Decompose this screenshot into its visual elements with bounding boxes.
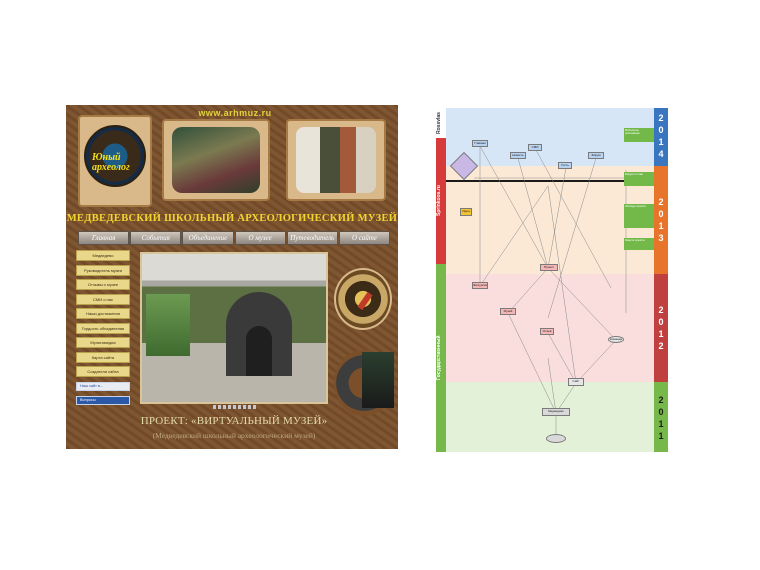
- cave-arch-image: [226, 292, 292, 376]
- project-block: ПРОЕКТ: «ВИРТУАЛЬНЫЙ МУЗЕЙ» (Медведевски…: [140, 415, 328, 440]
- project-title: ПРОЕКТ: «ВИРТУАЛЬНЫЙ МУЗЕЙ»: [140, 415, 328, 427]
- node-news: Новость: [510, 152, 526, 159]
- sidebar-social-1[interactable]: Наш сайт в...: [76, 382, 130, 391]
- sidebar-social-2[interactable]: Вопросы: [76, 396, 130, 405]
- node-end: [546, 434, 566, 443]
- compass-icon: [334, 268, 392, 330]
- node-project: Проект: [540, 264, 558, 271]
- logo-line-2: археолог: [92, 162, 130, 173]
- sidebar-item-achievements[interactable]: Наши достижения: [76, 308, 130, 319]
- node-idea: Идея: [460, 208, 472, 216]
- sidebar-item-director[interactable]: Руководитель музея: [76, 264, 130, 276]
- logo-frame: Юный археолог: [78, 115, 152, 207]
- nav-about-museum[interactable]: О музее: [234, 231, 286, 245]
- nav-events[interactable]: События: [130, 231, 182, 245]
- node-site: Сайт: [568, 378, 584, 386]
- band-2014: [446, 108, 654, 166]
- sidebar-item-pride[interactable]: Гордость объединения: [76, 322, 130, 334]
- site-url: www.arhmuz.ru: [198, 108, 272, 118]
- diagram-connectors: [474, 145, 627, 436]
- node-review: Отзыв: [540, 328, 554, 335]
- note-mobile: Мобильное приложение: [624, 128, 654, 142]
- main-nav: Главная События Объединение О музее Путе…: [78, 231, 391, 245]
- header-photo-2: [286, 119, 386, 201]
- project-subtitle: (Медведевский школьный археологический м…: [152, 431, 316, 440]
- node-medvedevo: Медведево: [542, 408, 570, 416]
- node-museum: Музей: [500, 308, 516, 315]
- mural-image: [146, 294, 190, 356]
- node-team: Команда: [608, 336, 624, 343]
- logo-icon: [84, 125, 146, 187]
- node-guest: Гость: [558, 162, 572, 169]
- logo-line-1: Юный: [92, 152, 121, 163]
- divider-line: [446, 180, 654, 182]
- sidebar-item-sitemap[interactable]: Карта сайта: [76, 351, 130, 363]
- logo-text: Юный археолог: [92, 153, 130, 173]
- nav-home[interactable]: Главная: [78, 231, 130, 245]
- sidebar: Медведево Руководитель музея Отзывы о му…: [76, 250, 130, 405]
- sidebar-item-media[interactable]: СМИ о нас: [76, 293, 130, 305]
- header-photo-1: [162, 119, 270, 201]
- sidebar-item-medvedevo[interactable]: Медведево: [76, 250, 130, 261]
- nav-association[interactable]: Объединение: [182, 231, 234, 245]
- node-excursion: Экскурсия: [472, 282, 488, 289]
- note-episodes: Эпизоды проекта: [624, 204, 654, 228]
- node-media: СМИ: [528, 144, 542, 151]
- node-forum: Форум: [588, 152, 604, 159]
- note-forum: Форум по теме: [624, 172, 654, 186]
- slider-dots[interactable]: [213, 405, 257, 409]
- nav-guide[interactable]: Путеводитель: [286, 231, 338, 245]
- node-main: Главная: [472, 140, 488, 147]
- note-defense: Защита проекта: [624, 238, 654, 250]
- ring-photo: [362, 352, 394, 408]
- site-title: МЕДВЕДЕВСКИЙ ШКОЛЬНЫЙ АРХЕОЛОГИЧЕСКИЙ МУ…: [66, 213, 398, 224]
- museum-website-screenshot: www.arhmuz.ru Юный археолог МЕДВЕДЕВСКИЙ…: [66, 105, 398, 449]
- main-photo: [140, 252, 328, 404]
- sidebar-item-multimedia[interactable]: Мультимедиа: [76, 337, 130, 348]
- sidebar-item-creators[interactable]: Создатели сайта: [76, 366, 130, 377]
- nav-about-site[interactable]: О сайте: [338, 231, 391, 245]
- sidebar-item-reviews[interactable]: Отзывы о музее: [76, 279, 130, 290]
